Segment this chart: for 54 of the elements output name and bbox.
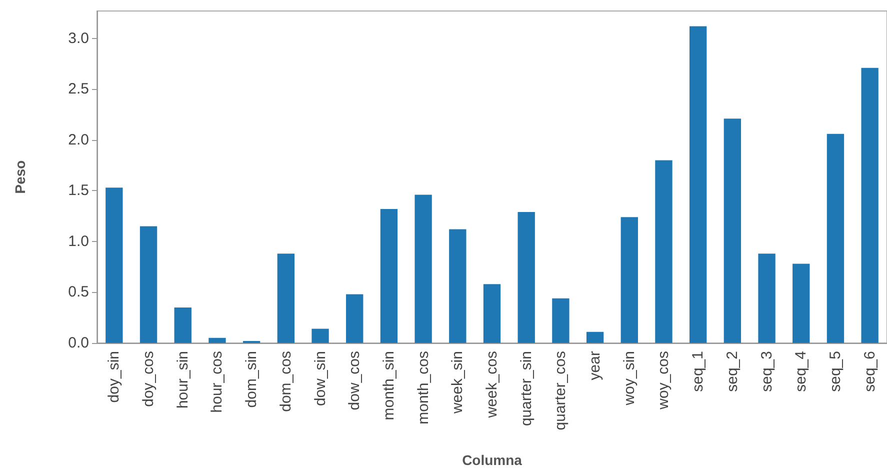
x-tick-label: week_cos xyxy=(484,351,500,419)
x-tick-label: week_sin xyxy=(449,351,466,415)
x-tick-label: seq_1 xyxy=(690,351,707,392)
bar xyxy=(414,194,432,343)
bar xyxy=(518,212,535,343)
y-tick-label: 1.5 xyxy=(68,182,89,200)
y-tick-label: 2.0 xyxy=(68,131,89,148)
bar xyxy=(312,328,329,343)
bar xyxy=(620,217,638,343)
x-tick-label: seq_4 xyxy=(792,351,810,392)
bar xyxy=(826,134,844,343)
bar xyxy=(792,264,810,343)
bar xyxy=(861,68,878,343)
bar xyxy=(552,298,570,343)
bar xyxy=(690,26,707,343)
x-tick-label: hour_cos xyxy=(208,351,226,413)
y-axis-title: Peso xyxy=(12,160,28,194)
x-tick-label: doy_cos xyxy=(140,351,158,407)
x-tick-label: dom_cos xyxy=(277,351,294,412)
y-tick-label: 2.5 xyxy=(68,80,89,98)
x-tick-label: seq_2 xyxy=(724,351,741,392)
x-tick-label: quarter_sin xyxy=(518,351,535,426)
bar xyxy=(346,294,364,343)
x-tick-label: seq_6 xyxy=(861,351,878,392)
bar xyxy=(106,188,123,343)
x-tick-label: year xyxy=(586,351,604,380)
bar xyxy=(483,284,501,343)
bar xyxy=(655,160,672,343)
x-tick-label: month_sin xyxy=(380,351,398,420)
x-tick-label: quarter_cos xyxy=(552,351,570,430)
x-tick-label: doy_sin xyxy=(106,351,123,403)
x-tick-label: woy_sin xyxy=(620,351,638,406)
bar xyxy=(586,332,604,343)
x-tick-label: woy_cos xyxy=(655,351,672,410)
x-tick-label: hour_sin xyxy=(174,351,192,409)
bar xyxy=(140,226,158,343)
bar xyxy=(277,254,294,343)
bar xyxy=(174,307,192,343)
x-tick-label: month_cos xyxy=(414,351,432,424)
bar xyxy=(380,208,398,343)
y-tick-label: 3.0 xyxy=(68,30,89,47)
x-tick-label: seq_3 xyxy=(758,351,776,392)
y-tick-label: 0.5 xyxy=(68,284,89,301)
y-tick-label: 1.0 xyxy=(68,232,89,250)
x-tick-label: dow_sin xyxy=(312,351,329,406)
x-tick-label: seq_5 xyxy=(826,351,844,392)
bar xyxy=(724,118,742,343)
bar xyxy=(208,338,226,343)
y-tick-label: 0.0 xyxy=(68,334,89,352)
bar xyxy=(449,229,466,343)
bar xyxy=(758,254,776,343)
x-tick-label: dom_sin xyxy=(243,351,260,408)
x-tick-label: dow_cos xyxy=(346,351,364,410)
x-axis-title: Columna xyxy=(462,452,522,468)
